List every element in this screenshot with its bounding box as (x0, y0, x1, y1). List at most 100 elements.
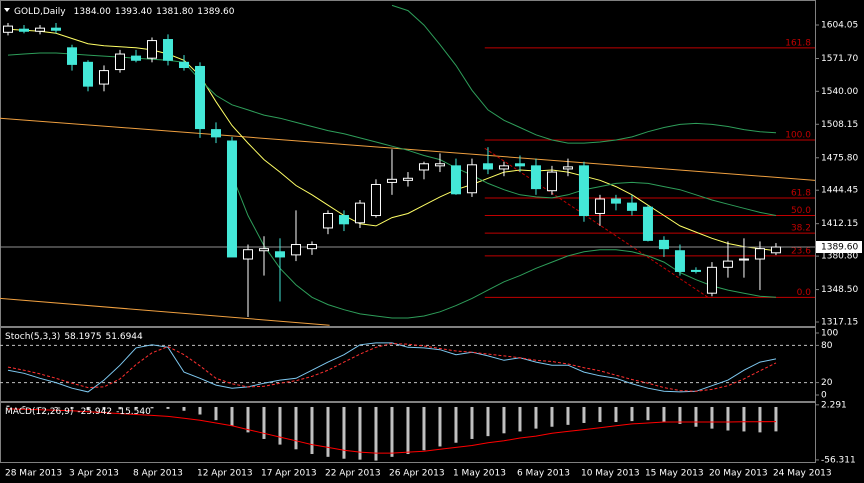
candle-body (418, 163, 429, 171)
menu-triangle[interactable] (4, 8, 10, 12)
candle-body (738, 258, 749, 261)
y-tick-label: 1412.15 (821, 219, 858, 229)
x-tick-label: 17 Apr 2013 (261, 469, 317, 479)
candle-body (34, 27, 45, 32)
candle-body (98, 70, 109, 85)
candle-body (674, 250, 685, 272)
histogram-bar (102, 406, 106, 410)
histogram-bar (38, 406, 42, 408)
histogram-bar (758, 406, 762, 433)
x-tick-label: 28 Mar 2013 (5, 469, 62, 479)
histogram-bar (710, 406, 714, 429)
candle-body (130, 55, 141, 61)
histogram-bar (726, 406, 730, 431)
histogram-bar (598, 406, 602, 423)
y-tick-label: 1540.00 (821, 87, 858, 97)
histogram-bar (134, 406, 138, 409)
candle-body (562, 166, 573, 170)
y-tick-label: 2.291 (821, 400, 847, 410)
candle-body (514, 163, 525, 167)
macd-plot (6, 405, 778, 461)
histogram-bar (518, 406, 522, 432)
candle-body (706, 266, 717, 294)
candle-body (306, 244, 317, 250)
candle-body (162, 39, 173, 61)
candle-body (226, 140, 237, 258)
y-tick-label: 20 (821, 378, 833, 388)
x-tick-label: 6 May 2013 (517, 469, 570, 479)
macd-header: MACD(12,26,9) -25.942 -15.540 (5, 407, 151, 417)
histogram-bar (118, 406, 122, 410)
ohlc-label: 1389.60 (197, 7, 234, 17)
y-tick-label: 1444.45 (821, 186, 858, 196)
fib-label: 23.6 (791, 246, 811, 256)
histogram-bar (358, 406, 362, 460)
overlay-line (231, 175, 777, 319)
y-tick-label: 0 (821, 390, 827, 400)
histogram-bar (534, 406, 538, 429)
y-tick-label: 1348.50 (821, 285, 858, 295)
histogram-bar (342, 406, 346, 459)
indicator-value: -15.540 (116, 407, 151, 417)
y-tick-label: 1317.15 (821, 318, 858, 328)
candle-body (546, 171, 557, 192)
histogram-bar (742, 406, 746, 432)
x-tick-label: 12 Apr 2013 (197, 469, 253, 479)
stoch-plot (0, 342, 815, 393)
histogram-bar (422, 406, 426, 451)
candle-body (690, 269, 701, 272)
fib-label: 0.0 (797, 288, 812, 298)
histogram-bar (198, 406, 202, 415)
histogram-bar (278, 406, 282, 445)
x-tick-label: 1 May 2013 (453, 469, 506, 479)
signal-line (7, 408, 777, 454)
histogram-bar (406, 406, 410, 455)
x-tick-label: 15 May 2013 (645, 469, 704, 479)
y-tick-label: 1604.05 (821, 21, 858, 31)
candle-body (450, 165, 461, 195)
histogram-bar (454, 406, 458, 443)
fib-label: 161.8 (785, 38, 811, 48)
histogram-bar (646, 406, 650, 421)
histogram-bar (294, 406, 298, 450)
histogram-bar (678, 406, 682, 424)
x-tick-label: 10 May 2013 (581, 469, 640, 479)
last-price-box (816, 241, 862, 254)
indicator-line (7, 342, 777, 393)
candle-body (210, 129, 221, 138)
panel-frames (0, 0, 816, 463)
histogram-bar (22, 406, 26, 408)
x-tick-label: 22 Apr 2013 (325, 469, 381, 479)
histogram-bar (486, 406, 490, 437)
histogram-bar (566, 406, 570, 425)
candle-body (18, 28, 29, 32)
candle-body (258, 248, 269, 252)
ohlc-label: 1384.00 (74, 7, 111, 17)
fib-label: 61.8 (791, 188, 811, 198)
histogram-bar (774, 406, 778, 432)
histogram-bar (582, 406, 586, 423)
histogram-bar (694, 406, 698, 427)
candle-body (402, 177, 413, 181)
candle-body (482, 163, 493, 170)
histogram-bar (470, 406, 474, 439)
fib-label: 100.0 (785, 130, 811, 140)
histogram-bar (326, 406, 330, 457)
candle-body (610, 198, 621, 204)
candle-body (370, 183, 381, 217)
trendline (0, 297, 330, 326)
y-tick-label: 80 (821, 341, 833, 351)
candle-body (50, 27, 61, 31)
histogram-bar (230, 406, 234, 426)
candle-body (82, 61, 93, 87)
y-tick-label: 1508.15 (821, 120, 858, 130)
macd-panel-frame (0, 402, 816, 463)
histogram-bar (550, 406, 554, 427)
histogram-bar (262, 406, 266, 439)
candle-body (66, 47, 77, 65)
x-tick-label: 3 Apr 2013 (69, 469, 119, 479)
y-tick-label: 1380.80 (821, 252, 858, 262)
histogram-bar (246, 406, 250, 433)
candle-body (434, 163, 445, 167)
candle-body (658, 239, 669, 250)
